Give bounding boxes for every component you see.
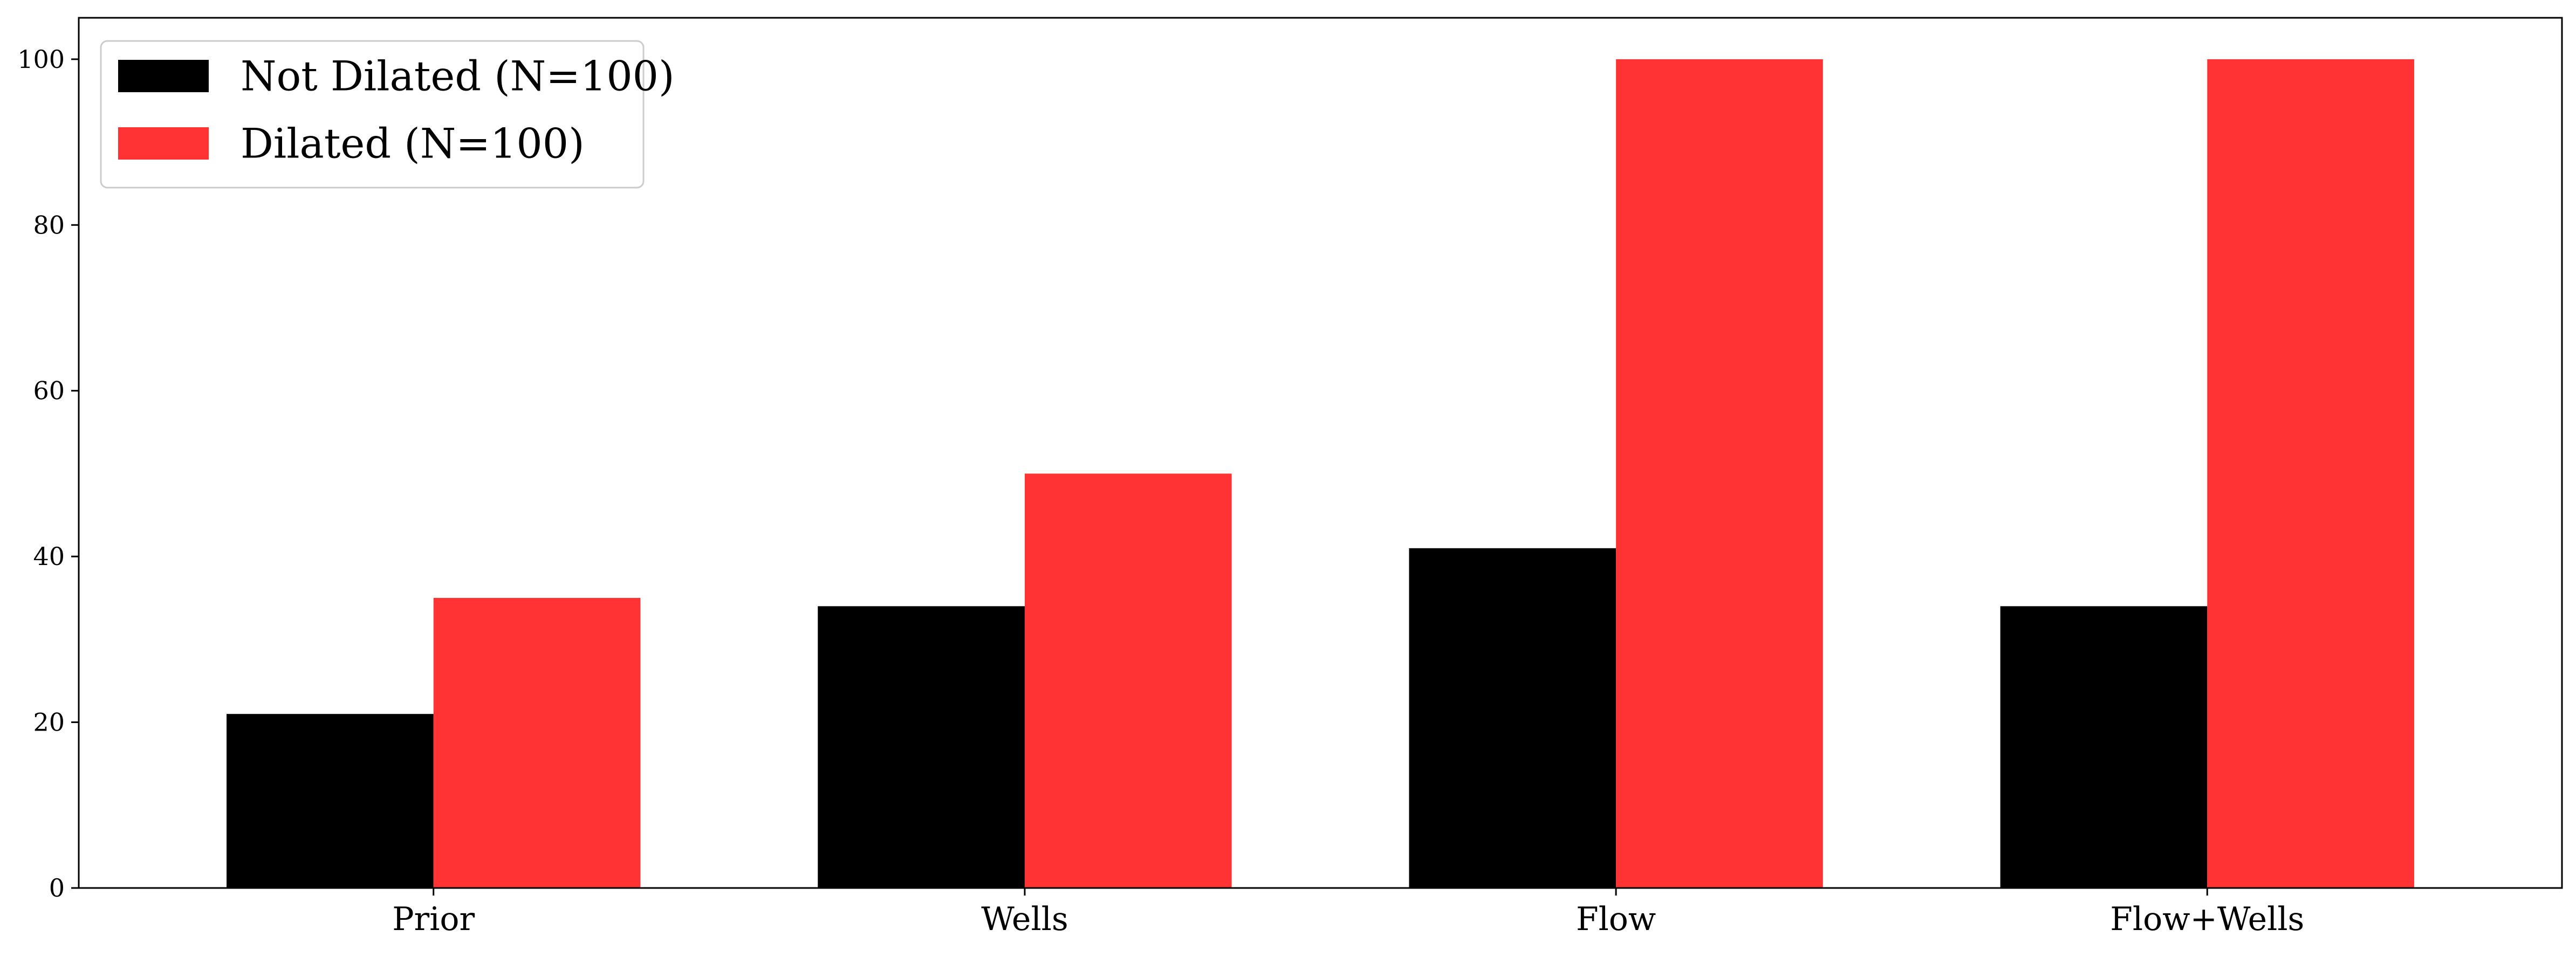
legend: Not Dilated (N=100) Dilated (N=100) [100,40,675,189]
bar-prior-series-2 [433,598,641,888]
bar-flow-series-1 [1409,548,1616,888]
x-tick-label: Flow+Wells [2110,900,2304,938]
axes-frame [78,17,2563,889]
legend-box [100,40,645,189]
bar-flow-series-2 [1616,59,1823,889]
y-tick-label: 60 [33,376,65,405]
y-tick-label: 0 [49,873,65,903]
legend-label: Not Dilated (N=100) [241,52,675,100]
y-tick-label: 80 [33,210,65,239]
legend-label: Dilated (N=100) [241,120,585,168]
y-tick-label: 100 [17,45,65,74]
legend-swatch [118,127,209,160]
x-axis: Prior Wells Flow Flow+Wells [392,888,2304,938]
x-tick-label: Prior [392,900,475,938]
bar-wells-series-2 [1024,473,1232,888]
bar-flow-wells-series-2 [2207,59,2414,889]
bars-group [227,59,2414,889]
x-tick-label: Flow [1576,900,1656,938]
y-axis: 0 20 40 60 80 100 [17,45,79,903]
legend-swatch [118,60,209,92]
y-tick-label: 40 [33,542,65,571]
bar-wells-series-1 [818,606,1025,888]
x-tick-label: Wells [981,900,1068,938]
bar-flow-wells-series-1 [2000,606,2208,888]
bar-prior-series-1 [227,714,434,888]
y-tick-label: 20 [33,708,65,737]
